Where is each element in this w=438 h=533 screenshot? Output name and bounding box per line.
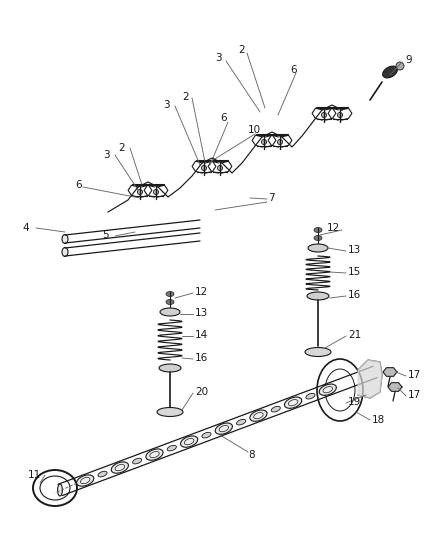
Ellipse shape	[111, 462, 128, 473]
Polygon shape	[358, 360, 382, 398]
Text: 13: 13	[348, 245, 361, 255]
Circle shape	[153, 189, 159, 195]
Text: 18: 18	[372, 415, 385, 425]
Text: 3: 3	[103, 150, 110, 160]
Ellipse shape	[271, 406, 280, 412]
Text: 16: 16	[348, 290, 361, 300]
Ellipse shape	[288, 400, 298, 406]
Ellipse shape	[58, 484, 62, 496]
Ellipse shape	[159, 364, 181, 372]
Text: 21: 21	[348, 330, 361, 340]
Ellipse shape	[250, 410, 267, 421]
Ellipse shape	[285, 397, 302, 408]
Text: 16: 16	[195, 353, 208, 363]
Ellipse shape	[180, 436, 198, 447]
Polygon shape	[388, 383, 402, 391]
Ellipse shape	[150, 451, 159, 458]
Circle shape	[201, 165, 207, 171]
Text: 5: 5	[102, 230, 109, 240]
Circle shape	[217, 165, 223, 171]
Ellipse shape	[314, 236, 322, 240]
Ellipse shape	[323, 386, 332, 393]
Ellipse shape	[184, 439, 194, 445]
Ellipse shape	[167, 445, 177, 451]
Text: 2: 2	[118, 143, 125, 153]
Ellipse shape	[202, 432, 211, 438]
Text: 2: 2	[182, 92, 189, 102]
Text: 4: 4	[22, 223, 28, 233]
Text: 12: 12	[195, 287, 208, 297]
Text: 15: 15	[348, 267, 361, 277]
Text: 6: 6	[290, 65, 297, 75]
Ellipse shape	[305, 348, 331, 357]
Ellipse shape	[166, 292, 174, 296]
Circle shape	[337, 112, 343, 118]
Circle shape	[138, 189, 142, 195]
Text: 14: 14	[195, 330, 208, 340]
Ellipse shape	[166, 300, 174, 304]
Ellipse shape	[98, 471, 107, 477]
Ellipse shape	[160, 308, 180, 316]
Text: 3: 3	[215, 53, 222, 63]
Circle shape	[321, 112, 327, 118]
Ellipse shape	[62, 247, 68, 256]
Text: 3: 3	[163, 100, 170, 110]
Ellipse shape	[308, 244, 328, 252]
Text: 9: 9	[405, 55, 412, 65]
Text: 13: 13	[195, 308, 208, 318]
Text: 8: 8	[248, 450, 254, 460]
Ellipse shape	[254, 413, 263, 419]
Ellipse shape	[237, 419, 246, 425]
Text: 17: 17	[408, 370, 421, 380]
Circle shape	[396, 62, 404, 70]
Text: 17: 17	[408, 390, 421, 400]
Circle shape	[261, 140, 267, 144]
Text: 6: 6	[220, 113, 226, 123]
Ellipse shape	[146, 449, 163, 461]
Text: 10: 10	[248, 125, 261, 135]
Text: 6: 6	[75, 180, 81, 190]
Ellipse shape	[307, 292, 329, 300]
Ellipse shape	[62, 235, 68, 244]
Ellipse shape	[319, 384, 336, 395]
Ellipse shape	[81, 478, 90, 483]
Ellipse shape	[383, 66, 397, 78]
Polygon shape	[383, 368, 397, 376]
Ellipse shape	[219, 425, 229, 432]
Circle shape	[277, 140, 283, 144]
Text: 7: 7	[268, 193, 275, 203]
Text: 12: 12	[327, 223, 340, 233]
Text: 11: 11	[28, 470, 41, 480]
Ellipse shape	[157, 408, 183, 416]
Ellipse shape	[314, 228, 322, 232]
Ellipse shape	[115, 464, 124, 471]
Ellipse shape	[306, 393, 315, 399]
Text: 20: 20	[195, 387, 208, 397]
Ellipse shape	[77, 475, 94, 486]
Ellipse shape	[133, 458, 142, 464]
Ellipse shape	[215, 423, 233, 434]
Text: 2: 2	[238, 45, 245, 55]
Text: 19: 19	[348, 397, 361, 407]
